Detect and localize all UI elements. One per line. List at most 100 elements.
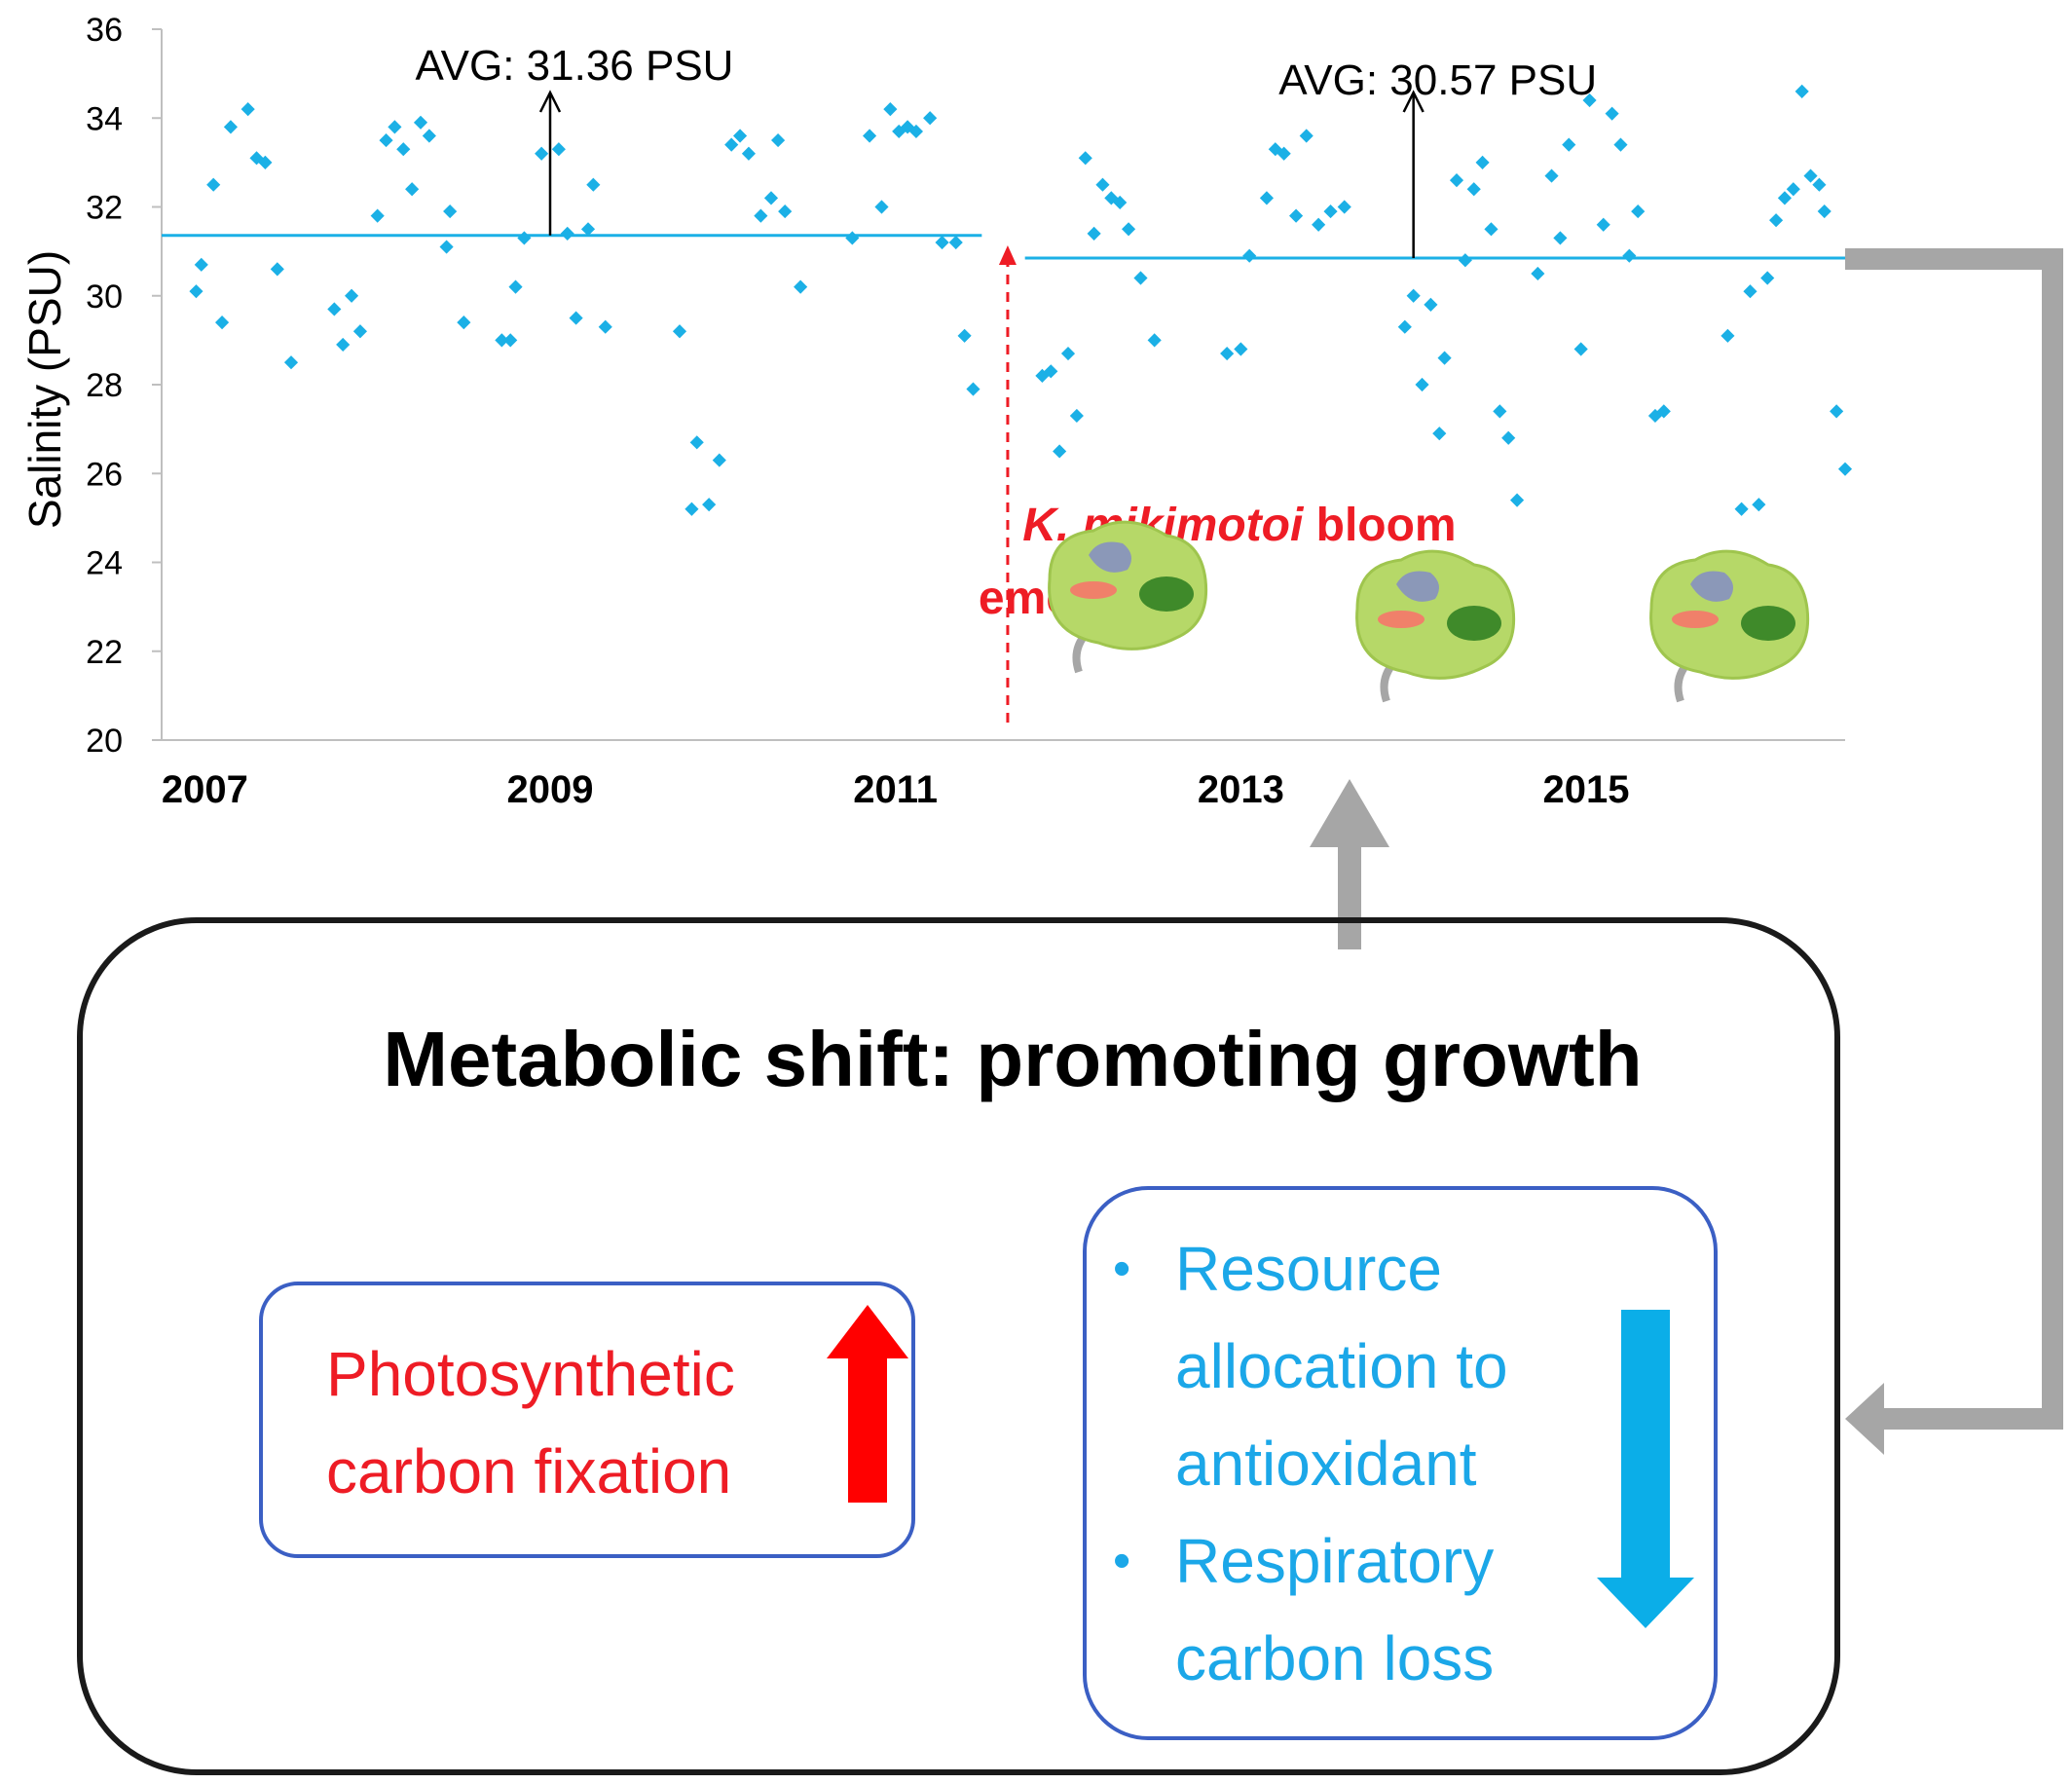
data-point — [517, 231, 532, 245]
resource-line-2: allocation to — [1175, 1331, 1508, 1401]
photosynthesis-box: Photosynthetic carbon fixation — [259, 1282, 915, 1558]
x-ticks: 2007 2009 2011 2013 2015 — [162, 768, 1630, 811]
data-point — [1069, 408, 1084, 424]
up-arrow-icon — [1310, 779, 1389, 847]
data-point — [763, 191, 779, 205]
data-point — [422, 129, 436, 143]
data-point — [327, 302, 342, 316]
data-point — [457, 316, 471, 330]
data-point — [1259, 191, 1275, 205]
data-point — [206, 177, 221, 192]
data-point — [1060, 346, 1076, 361]
data-point — [1133, 271, 1148, 285]
data-point — [1053, 444, 1067, 459]
data-point — [1837, 462, 1853, 476]
decrease-arrow-icon — [1597, 1310, 1694, 1628]
data-point — [1544, 168, 1559, 183]
data-point — [1562, 137, 1576, 152]
data-point — [580, 222, 596, 237]
data-point — [1493, 404, 1507, 419]
dinoflagellate-cell-icon — [1649, 549, 1810, 703]
y-axis: 20 22 24 26 28 30 32 34 36 Salinity (PSU) — [19, 12, 163, 760]
data-point — [684, 502, 699, 516]
data-point — [1337, 200, 1351, 214]
data-point — [957, 328, 972, 343]
y-tick-label: 36 — [86, 12, 123, 49]
data-points — [189, 84, 1853, 516]
data-point — [1415, 377, 1429, 392]
resource-line-1: Resource — [1175, 1234, 1442, 1304]
data-point — [1531, 266, 1545, 281]
x-axis: 2007 2009 2011 2013 2015 — [162, 739, 1845, 811]
data-point — [569, 311, 583, 325]
data-point — [1509, 493, 1525, 507]
data-point — [405, 182, 420, 197]
data-point — [1768, 213, 1784, 228]
data-point — [862, 129, 877, 143]
data-point — [439, 240, 454, 254]
data-point — [1095, 177, 1110, 192]
data-point — [370, 208, 385, 223]
data-point — [923, 111, 938, 126]
data-point — [508, 279, 523, 294]
data-point — [1720, 328, 1735, 343]
data-point — [1397, 319, 1412, 334]
data-point — [1458, 253, 1472, 268]
average-label: AVG: 30.57 PSU — [1278, 56, 1597, 104]
data-point — [1484, 222, 1498, 237]
y-tick-label: 32 — [86, 190, 123, 227]
data-point — [1437, 351, 1452, 365]
dinoflagellate-cell-icon — [1048, 520, 1208, 674]
y-tick-label: 24 — [86, 545, 123, 582]
data-point — [1312, 217, 1326, 232]
average-arrowhead-icon — [538, 90, 562, 113]
data-point — [1432, 427, 1447, 441]
average-arrowhead-icon — [1402, 90, 1424, 113]
data-point — [1475, 155, 1490, 169]
data-point — [1289, 208, 1304, 223]
dinoflagellate-cell-icon — [1355, 549, 1516, 703]
x-tick-label: 2015 — [1543, 768, 1630, 811]
resource-line-3: antioxidant — [1175, 1429, 1477, 1499]
bloom-event-label-line1: K. mikimotoi bloom — [1022, 500, 1456, 551]
data-point — [741, 146, 757, 161]
data-point — [948, 235, 963, 250]
data-point — [771, 132, 786, 148]
data-point — [258, 155, 273, 169]
bloom-event-arrowhead-icon — [998, 245, 1017, 265]
data-point — [379, 132, 393, 148]
data-point — [1752, 498, 1766, 512]
data-point — [586, 177, 601, 192]
data-point — [935, 235, 949, 250]
average-label: AVG: 31.36 PSU — [416, 42, 734, 90]
data-point — [1466, 182, 1481, 197]
average-lines: AVG: 31.36 PSU AVG: 30.57 PSU — [162, 42, 1845, 260]
increase-arrow-icon — [827, 1305, 908, 1503]
y-ticks: 20 22 24 26 28 30 32 34 36 — [86, 12, 162, 760]
data-point — [1734, 502, 1749, 516]
photosynthesis-line-1: Photosynthetic — [326, 1339, 735, 1409]
data-point — [1830, 404, 1844, 419]
data-point — [344, 288, 359, 303]
data-point — [1113, 195, 1128, 210]
data-point — [352, 324, 368, 339]
y-tick-label: 20 — [86, 723, 123, 760]
data-point — [1605, 106, 1619, 121]
data-point — [1501, 430, 1516, 445]
bullet-icon: • — [1113, 1533, 1130, 1589]
data-point — [240, 102, 255, 117]
data-point — [1078, 151, 1092, 166]
data-point — [388, 120, 402, 134]
data-point — [1803, 168, 1818, 183]
data-point — [1121, 222, 1136, 237]
data-point — [883, 102, 898, 117]
data-point — [535, 146, 549, 161]
y-tick-label: 26 — [86, 456, 123, 493]
connectors — [1310, 248, 2063, 1455]
data-point — [1573, 342, 1588, 356]
data-point — [702, 498, 717, 512]
y-tick-label: 30 — [86, 279, 123, 316]
data-point — [712, 453, 726, 467]
